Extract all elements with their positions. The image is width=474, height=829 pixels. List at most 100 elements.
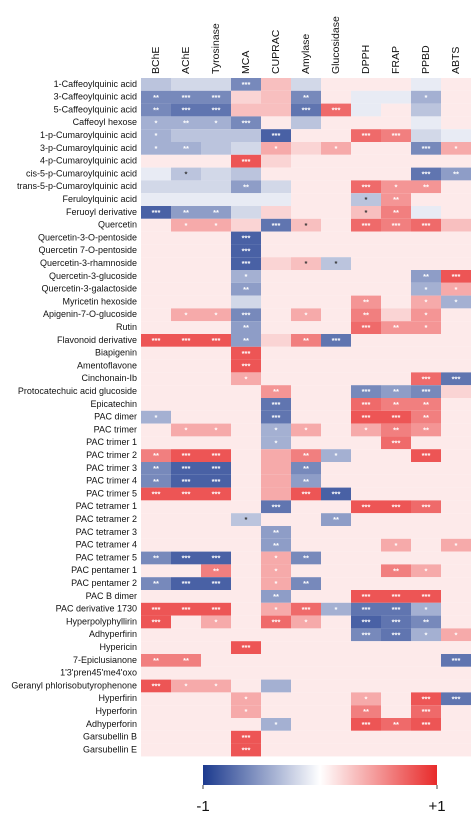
heatmap-cell — [171, 154, 201, 168]
heatmap-cell — [171, 564, 201, 578]
heatmap-cell — [411, 129, 441, 142]
heatmap-cell — [291, 180, 321, 194]
heatmap-cell — [141, 449, 171, 462]
heatmap-cell — [231, 705, 261, 718]
heatmap-cell — [441, 705, 471, 718]
heatmap-cell — [261, 615, 291, 629]
heatmap-cell — [411, 615, 441, 629]
heatmap-cell — [261, 385, 291, 398]
heatmap-cell — [381, 398, 411, 411]
significance-label: *** — [242, 733, 251, 742]
heatmap-cell — [321, 513, 351, 526]
heatmap-cell — [411, 321, 441, 334]
heatmap-cell — [261, 308, 291, 322]
significance-label: *** — [362, 618, 371, 627]
heatmap-cell — [231, 321, 261, 334]
heatmap-cell — [441, 641, 471, 654]
heatmap-cell — [351, 513, 381, 526]
heatmap-cell — [381, 270, 411, 283]
heatmap-cell — [441, 500, 471, 514]
column-label: MCA — [240, 51, 252, 74]
significance-label: ** — [303, 464, 309, 473]
heatmap-cell — [321, 487, 351, 501]
heatmap-cell — [381, 602, 411, 616]
heatmap-cell — [381, 615, 411, 629]
heatmap-cell — [321, 615, 351, 629]
heatmap-cell — [381, 743, 411, 757]
heatmap-cell — [201, 628, 231, 642]
significance-label: * — [155, 144, 158, 153]
heatmap-cell — [231, 78, 261, 91]
heatmap-cell — [321, 206, 351, 219]
heatmap-cell — [321, 385, 351, 398]
heatmap-cell — [441, 385, 471, 398]
heatmap-cell — [141, 410, 171, 424]
heatmap-cell — [351, 718, 381, 731]
heatmap-cell — [201, 257, 231, 270]
heatmap-cell — [171, 436, 201, 450]
heatmap-cell — [381, 180, 411, 194]
significance-label: *** — [212, 605, 221, 614]
heatmap-cell — [351, 295, 381, 309]
heatmap-cell — [381, 538, 411, 552]
heatmap-cell — [411, 334, 441, 347]
heatmap-cell — [171, 90, 201, 104]
significance-label: *** — [242, 118, 251, 127]
significance-label: ** — [393, 720, 399, 729]
heatmap-cell — [171, 142, 201, 155]
heatmap-cell — [261, 705, 291, 718]
heatmap-cell — [171, 180, 201, 194]
heatmap-cell — [411, 538, 441, 552]
heatmap-cell — [291, 346, 321, 360]
significance-label: * — [425, 323, 428, 332]
heatmap-cell — [321, 359, 351, 373]
heatmap-cell — [321, 679, 351, 693]
heatmap-cell — [291, 257, 321, 270]
heatmap-cell — [171, 359, 201, 373]
significance-label: * — [185, 170, 188, 179]
significance-label: *** — [182, 464, 191, 473]
heatmap-cell — [381, 90, 411, 104]
heatmap-cell — [231, 282, 261, 296]
heatmap-cell — [171, 474, 201, 488]
heatmap-cell — [261, 321, 291, 334]
heatmap-cell — [171, 334, 201, 347]
significance-label: *** — [182, 477, 191, 486]
significance-label: *** — [212, 477, 221, 486]
heatmap-cell — [231, 449, 261, 462]
heatmap-cell — [321, 602, 351, 616]
heatmap-cell — [291, 218, 321, 232]
heatmap-cell — [261, 577, 291, 590]
heatmap-cell — [351, 231, 381, 245]
significance-label: ** — [243, 336, 249, 345]
heatmap-cell — [171, 167, 201, 181]
significance-label: *** — [302, 605, 311, 614]
heatmap-cell — [441, 743, 471, 757]
column-label: DPPH — [360, 45, 372, 74]
row-label: PAC trimer 5 — [86, 488, 137, 498]
significance-label: *** — [362, 605, 371, 614]
column-label: Amylase — [300, 34, 312, 74]
heatmap-cell — [201, 167, 231, 181]
heatmap-cell — [261, 538, 291, 552]
significance-label: ** — [273, 528, 279, 537]
heatmap-cell — [411, 206, 441, 219]
heatmap-cell — [411, 718, 441, 731]
heatmap-cell — [381, 474, 411, 488]
heatmap-cell — [351, 206, 381, 219]
heatmap-cell — [141, 423, 171, 437]
heatmap-cell — [351, 487, 381, 501]
heatmap-cell — [321, 346, 351, 360]
significance-label: *** — [332, 336, 341, 345]
heatmap-cell — [411, 423, 441, 437]
significance-label: *** — [422, 387, 431, 396]
heatmap-cell — [261, 423, 291, 437]
heatmap-cell — [201, 551, 231, 565]
significance-label: ** — [153, 451, 159, 460]
heatmap-cell — [201, 398, 231, 411]
heatmap-cell — [201, 321, 231, 334]
heatmap-cell — [141, 487, 171, 501]
heatmap-cell — [381, 564, 411, 578]
heatmap-cell — [411, 564, 441, 578]
heatmap-cell — [321, 628, 351, 642]
